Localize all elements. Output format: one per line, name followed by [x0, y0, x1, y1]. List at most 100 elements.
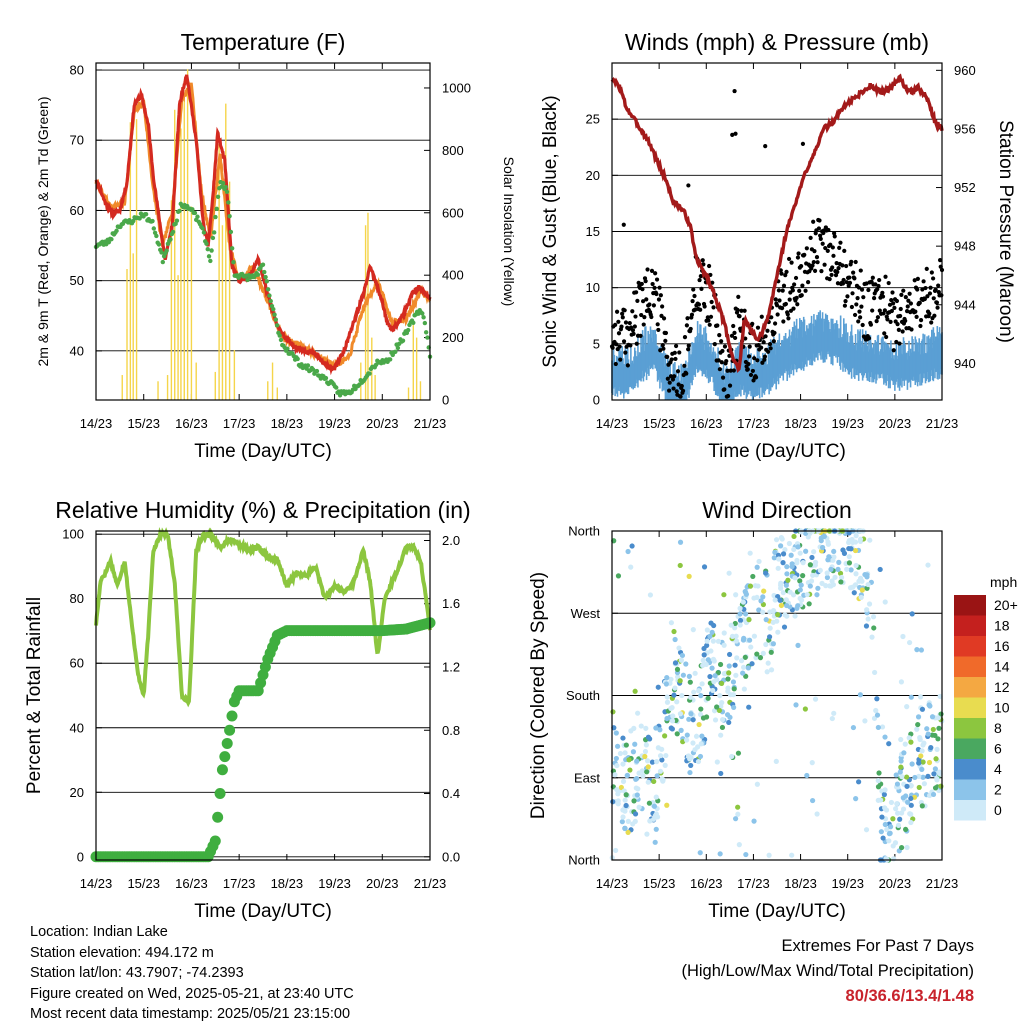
direction-point — [856, 578, 862, 584]
gust-point — [644, 297, 649, 302]
gust-point — [747, 344, 752, 349]
direction-point — [929, 714, 936, 720]
gust-point — [838, 240, 843, 245]
legend-swatch — [954, 800, 986, 821]
gust-point — [682, 363, 687, 368]
legend-label: 2 — [994, 782, 1002, 798]
direction-point — [893, 772, 899, 778]
direction-point — [912, 774, 918, 781]
gust-point — [731, 323, 736, 329]
gust-point — [689, 312, 695, 317]
x-tick-label: 21/23 — [414, 416, 447, 431]
legend-unit: mph — [990, 574, 1017, 590]
direction-point — [615, 798, 621, 804]
direction-point — [763, 617, 769, 623]
gust-point — [674, 389, 679, 394]
direction-point — [884, 826, 890, 833]
direction-point — [719, 700, 725, 706]
y-tick-label: 15 — [586, 224, 600, 239]
direction-point — [691, 689, 697, 695]
direction-point — [740, 637, 747, 643]
direction-point — [807, 583, 813, 589]
x-tick-label: 19/23 — [831, 876, 864, 891]
y2-tick-label: 400 — [442, 268, 464, 283]
direction-point — [709, 629, 715, 635]
direction-point — [710, 687, 716, 694]
dewpoint-point — [215, 194, 221, 199]
y-tick-label: 80 — [70, 591, 84, 606]
direction-point — [672, 685, 678, 691]
direction-point — [809, 760, 815, 766]
gust-point — [816, 226, 821, 231]
direction-point — [897, 769, 903, 775]
direction-point — [864, 607, 870, 613]
direction-point — [664, 802, 670, 808]
gust-point — [836, 265, 841, 271]
direction-point — [634, 792, 640, 798]
dewpoint-point — [272, 312, 277, 317]
direction-point — [743, 591, 750, 597]
direction-point — [852, 582, 859, 588]
direction-point — [904, 844, 910, 851]
gust-point — [868, 322, 874, 327]
dewpoint-point — [267, 293, 272, 298]
gust-point — [925, 294, 930, 299]
direction-point — [610, 709, 616, 715]
gust-point — [880, 290, 885, 295]
direction-point — [624, 772, 631, 778]
gust-point — [810, 263, 815, 268]
direction-point — [766, 852, 772, 858]
direction-point — [846, 530, 852, 536]
gust-point — [799, 293, 804, 298]
direction-point — [879, 724, 886, 730]
gust-point — [882, 308, 887, 313]
direction-point — [620, 778, 627, 785]
direction-point — [938, 783, 944, 789]
dewpoint-point — [271, 307, 276, 312]
direction-point — [614, 786, 620, 793]
dewpoint-point — [411, 320, 416, 325]
direction-point — [920, 759, 926, 765]
gust-point — [797, 288, 802, 293]
direction-point — [908, 783, 914, 789]
direction-point — [625, 818, 631, 824]
legend-swatch — [954, 677, 986, 698]
direction-point — [930, 726, 936, 733]
gust-point — [904, 309, 910, 314]
gust-point — [931, 296, 936, 301]
x-tick-label: 14/23 — [80, 876, 113, 891]
wind-direction-panel: Wind Direction Time (Day/UTC) Direction (C… — [528, 497, 1018, 922]
gust-point — [905, 304, 910, 309]
y-tick-label: 40 — [70, 720, 84, 735]
direction-point — [627, 767, 633, 773]
gust-point — [621, 222, 626, 227]
direction-point — [846, 554, 852, 560]
gust-point — [933, 287, 938, 292]
gust-point — [746, 354, 752, 359]
direction-point — [642, 748, 649, 755]
gust-point — [657, 285, 662, 290]
direction-point — [699, 681, 705, 687]
gust-point — [891, 301, 896, 306]
gust-point — [796, 251, 801, 256]
direction-point — [857, 536, 864, 542]
direction-point — [754, 594, 760, 601]
direction-point — [708, 620, 714, 626]
direction-point — [792, 613, 798, 619]
gust-point — [830, 245, 835, 250]
direction-point — [726, 663, 732, 669]
dewpoint-point — [170, 229, 176, 235]
dewpoint-point — [164, 248, 169, 253]
gust-point — [630, 309, 635, 314]
gust-point — [785, 312, 790, 317]
direction-point — [916, 760, 922, 766]
gust-point — [661, 316, 667, 321]
direction-point — [788, 552, 794, 558]
direction-point — [707, 673, 713, 680]
direction-point — [797, 578, 803, 584]
x-tick-label: 20/23 — [366, 876, 399, 891]
direction-point — [677, 539, 684, 545]
direction-point — [890, 843, 896, 849]
gust-point — [627, 320, 632, 326]
